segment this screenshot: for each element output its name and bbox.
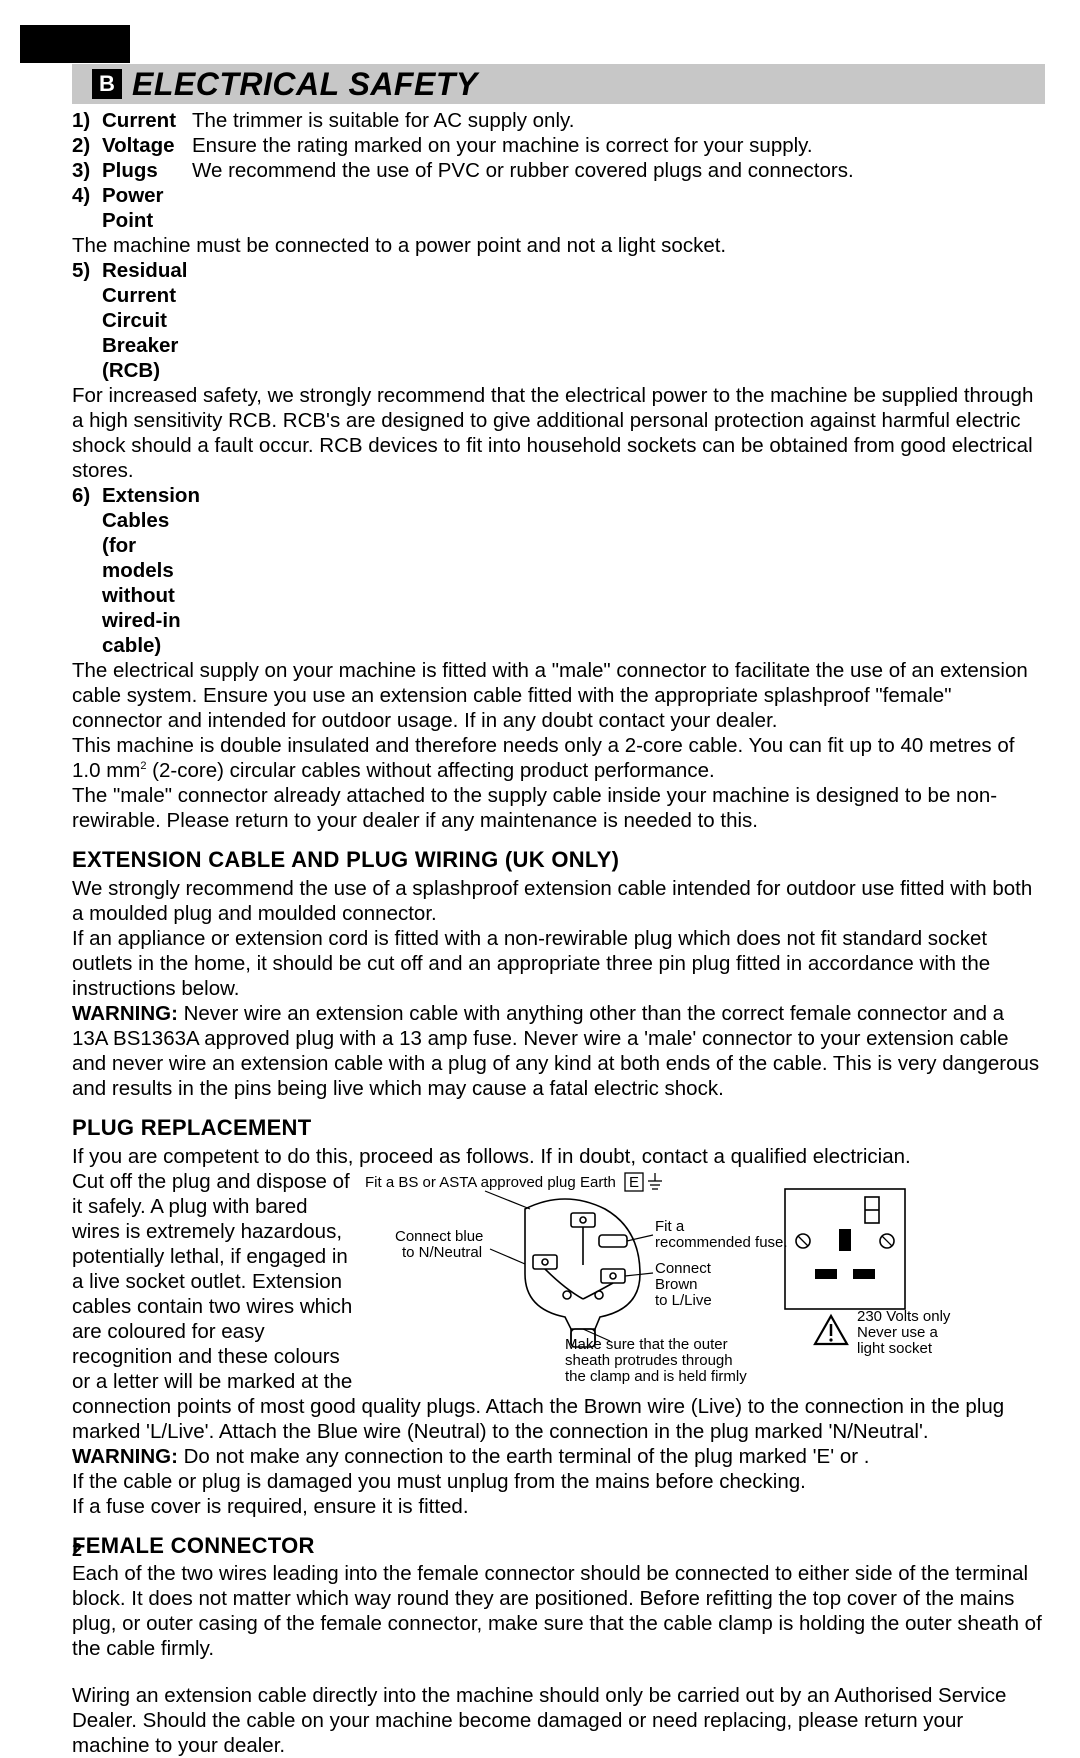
subheading: EXTENSION CABLE AND PLUG WIRING (UK ONLY… <box>72 847 1045 874</box>
body-text: The "male" connector already attached to… <box>72 783 1045 833</box>
list-label: Voltage <box>102 133 192 158</box>
warning-text: WARNING: Never wire an extension cable w… <box>72 1001 1045 1101</box>
subheading: PLUG REPLACEMENT <box>72 1115 1045 1142</box>
diagram-annot: Connect blue <box>395 1228 483 1245</box>
list-item: 2) Voltage Ensure the rating marked on y… <box>72 133 1045 158</box>
earth-symbol-icon <box>648 1173 662 1189</box>
leader-line-icon <box>625 1273 653 1276</box>
diagram-annot: Earth <box>580 1174 616 1191</box>
socket-annot: light socket <box>857 1340 933 1357</box>
top-black-block <box>20 25 130 63</box>
numbered-list: 1) Current The trimmer is suitable for A… <box>72 108 1045 233</box>
list-item: 1) Current The trimmer is suitable for A… <box>72 108 1045 133</box>
diagram-annot: the clamp and is held firmly <box>565 1368 747 1385</box>
body-text: This machine is double insulated and the… <box>72 733 1045 783</box>
body-text: Never wire an extension cable with anyth… <box>72 1002 1039 1100</box>
diagram-annot: to L/Live <box>655 1292 712 1309</box>
list-item: 5) Residual Current Circuit Breaker (RCB… <box>72 258 1045 383</box>
list-num: 6) <box>72 483 102 658</box>
list-num: 3) <box>72 158 102 183</box>
plug-diagram-svg: Earth E Fit a BS or ASTA approved plug C… <box>365 1169 1045 1389</box>
list-label: Current <box>102 108 192 133</box>
plug-body-icon <box>525 1199 640 1347</box>
warning-label: WARNING: <box>72 1445 178 1468</box>
diagram-annot: to N/Neutral <box>402 1244 482 1261</box>
list-label: Extension Cables (for models without wir… <box>102 483 200 658</box>
body-text: The electrical supply on your machine is… <box>72 658 1045 733</box>
diagram-annot: sheath protrudes through <box>565 1352 733 1369</box>
list-num: 4) <box>72 183 102 233</box>
section-heading-bar: B ELECTRICAL SAFETY <box>72 64 1045 104</box>
body-text: Each of the two wires leading into the f… <box>72 1561 1045 1661</box>
body-text: If a fuse cover is required, ensure it i… <box>72 1494 1045 1519</box>
diagram-annot: Make sure that the outer <box>565 1336 728 1353</box>
warning-label: WARNING: <box>72 1002 178 1025</box>
list-label: Plugs <box>102 158 192 183</box>
list-num: 2) <box>72 133 102 158</box>
list-text: Ensure the rating marked on your machine… <box>192 133 1045 158</box>
leader-line-icon <box>490 1249 525 1264</box>
socket-annot: 230 Volts only <box>857 1308 951 1325</box>
diagram-annot: Connect <box>655 1260 712 1277</box>
socket-annot: Never use a <box>857 1324 939 1341</box>
numbered-list: 5) Residual Current Circuit Breaker (RCB… <box>72 258 1045 383</box>
section-title: ELECTRICAL SAFETY <box>132 66 478 103</box>
list-item: 6) Extension Cables (for models without … <box>72 483 1045 658</box>
list-label: Power Point <box>102 183 192 233</box>
numbered-list: 6) Extension Cables (for models without … <box>72 483 1045 658</box>
list-item: 4) Power Point <box>72 183 1045 233</box>
diagram-annot: Fit a <box>655 1218 685 1235</box>
warning-text: WARNING: Do not make any connection to t… <box>72 1444 1045 1469</box>
warning-triangle-icon <box>815 1316 847 1344</box>
body-text: (2-core) circular cables without affecti… <box>146 759 714 782</box>
socket-diagram-icon <box>785 1189 905 1309</box>
subheading: FEMALE CONNECTOR <box>72 1533 1045 1560</box>
page: B ELECTRICAL SAFETY 1) Current The trimm… <box>0 0 1080 1599</box>
body-text: The machine must be connected to a power… <box>72 233 1045 258</box>
content: 1) Current The trimmer is suitable for A… <box>72 108 1045 1758</box>
earth-letter: E <box>629 1174 639 1191</box>
list-num: 1) <box>72 108 102 133</box>
body-text: If you are competent to do this, proceed… <box>72 1144 1045 1169</box>
plug-diagram: Earth E Fit a BS or ASTA approved plug C… <box>365 1169 1045 1389</box>
diagram-annot: recommended fuse. <box>655 1234 788 1251</box>
diagram-annot: Brown <box>655 1276 698 1293</box>
list-item: 3) Plugs We recommend the use of PVC or … <box>72 158 1045 183</box>
list-text: The trimmer is suitable for AC supply on… <box>192 108 1045 133</box>
body-text: If the cable or plug is damaged you must… <box>72 1469 1045 1494</box>
body-text: We strongly recommend the use of a splas… <box>72 876 1045 926</box>
wrap-figure-block: Earth E Fit a BS or ASTA approved plug C… <box>72 1169 1045 1444</box>
leader-line-icon <box>485 1191 530 1209</box>
body-text: If an appliance or extension cord is fit… <box>72 926 1045 1001</box>
body-text: Do not make any connection to the earth … <box>178 1445 870 1468</box>
body-text: Wiring an extension cable directly into … <box>72 1683 1045 1758</box>
list-text: We recommend the use of PVC or rubber co… <box>192 158 1045 183</box>
body-text: For increased safety, we strongly recomm… <box>72 383 1045 483</box>
diagram-annot: Fit a BS or ASTA approved plug <box>365 1174 576 1191</box>
section-badge: B <box>92 69 122 99</box>
list-label: Residual Current Circuit Breaker (RCB) <box>102 258 192 383</box>
list-num: 5) <box>72 258 102 383</box>
page-number: 2 <box>72 1540 82 1561</box>
